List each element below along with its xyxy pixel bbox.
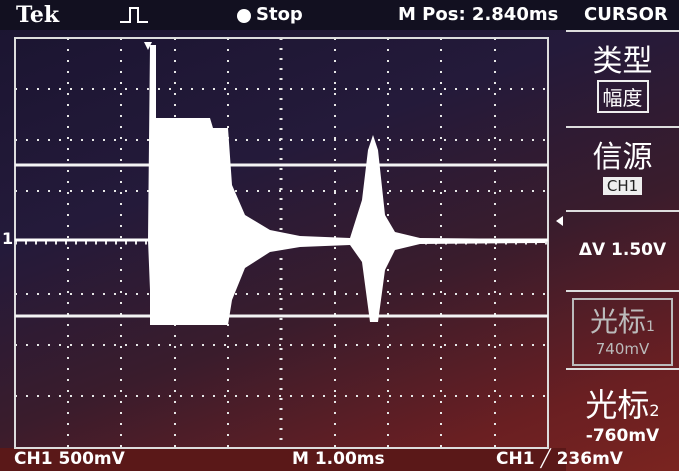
menu-label: 类型 [592, 44, 653, 79]
menu-label: 信源 [592, 140, 653, 175]
position: M Pos: 2.840ms [398, 4, 559, 25]
timebase: M 1.00ms [292, 449, 385, 469]
run-indicator [237, 9, 251, 23]
menu-index: 1 [646, 319, 655, 335]
trigger-position-marker [144, 42, 152, 50]
menu-value: 740mV [595, 340, 650, 358]
menu-label: 光标 [585, 386, 650, 424]
menu-label: 光标 [590, 305, 647, 338]
menu-value: -760mV [585, 426, 660, 446]
menu-cursor-2[interactable]: 光标2 -760mV [566, 368, 679, 471]
bottom-bar [0, 448, 566, 471]
menu-cursor-1[interactable]: 光标1 740mV [566, 290, 679, 370]
brand: Tek [16, 2, 60, 28]
menu-delta: ΔV 1.50V [566, 210, 679, 292]
delta-readout: ΔV 1.50V [578, 240, 667, 260]
menu-type[interactable]: 类型 幅度 [566, 30, 679, 128]
waveform [148, 45, 545, 325]
channel-marker: 1 [2, 229, 14, 248]
menu-value: 幅度 [596, 80, 649, 113]
status: Stop [256, 4, 303, 25]
trigger-readout: CH1 ╱ 236mV [496, 449, 623, 469]
menu-title: CURSOR [584, 4, 668, 25]
menu-value: CH1 [602, 177, 643, 195]
trigger-level-marker [556, 216, 563, 226]
menu-source[interactable]: 信源 CH1 [566, 126, 679, 212]
channel-scale: CH1 500mV [14, 449, 125, 469]
grid [15, 38, 548, 448]
center-axes [15, 38, 548, 448]
top-bar [0, 0, 679, 30]
trigger-icon [120, 7, 148, 23]
menu-index: 2 [649, 401, 660, 420]
graticule-border [14, 37, 549, 449]
